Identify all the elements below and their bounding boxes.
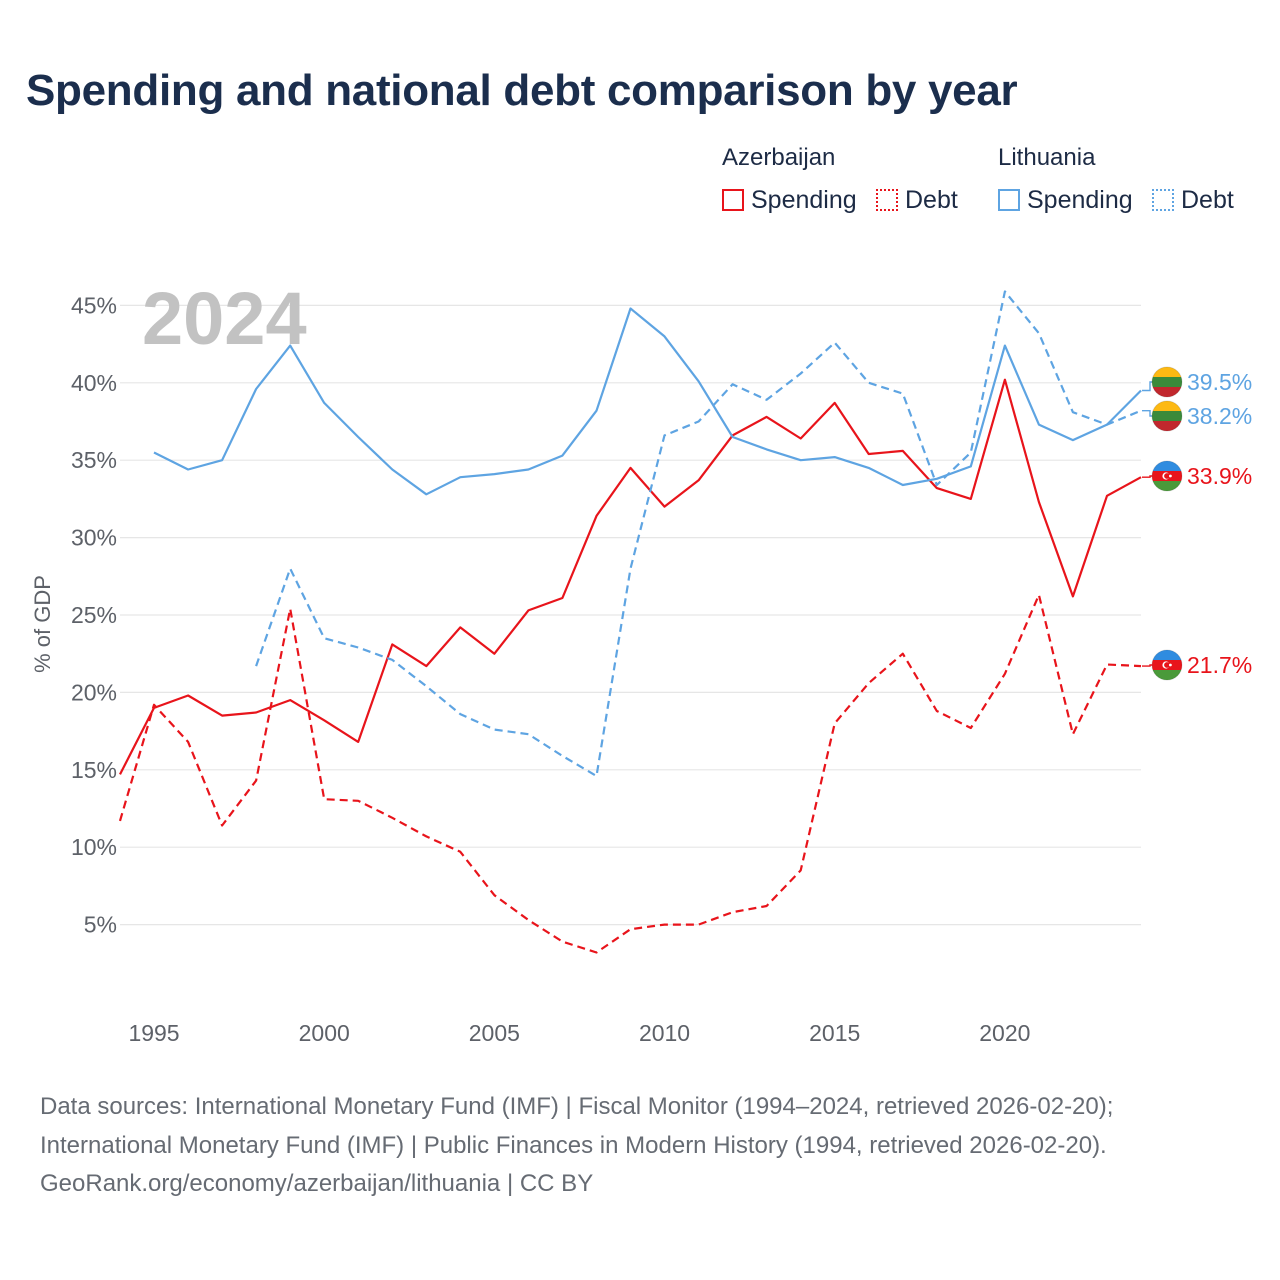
lithuania-flag-icon <box>1152 401 1182 431</box>
end-labels: 33.9% 21.7% 39.5% 38.2% <box>1142 366 1252 681</box>
end-value-label: 39.5% <box>1187 369 1252 395</box>
series-line-lithuania-debt[interactable] <box>255 290 1142 778</box>
data-sources: Data sources: International Monetary Fun… <box>40 1088 1260 1204</box>
legend-lithuania-spending[interactable]: Spending <box>998 184 1133 216</box>
y-tick-label: 35% <box>71 447 117 473</box>
legend-label: Debt <box>905 185 958 214</box>
y-tick-label: 15% <box>71 757 117 783</box>
x-tick-label: 2005 <box>469 1020 520 1046</box>
y-tick-label: 40% <box>71 370 117 396</box>
series-line-lithuania-spending[interactable] <box>153 307 1142 496</box>
end-label-connector <box>1142 664 1152 667</box>
legend-lithuania-debt[interactable]: Debt <box>1152 184 1234 216</box>
end-value-label: 38.2% <box>1187 403 1252 429</box>
azerbaijan-flag-icon <box>1152 650 1182 680</box>
end-label-connector <box>1142 410 1152 417</box>
x-axis: 1995 2000 2005 2010 2015 2020 <box>128 1020 1030 1046</box>
source-line: GeoRank.org/economy/azerbaijan/lithuania… <box>40 1170 594 1197</box>
series-line-azerbaijan-debt[interactable] <box>118 593 1142 954</box>
series-line-azerbaijan-spending[interactable] <box>119 378 1142 775</box>
source-line: Data sources: International Monetary Fun… <box>40 1093 1114 1120</box>
dotted-line-swatch-icon <box>876 189 898 211</box>
y-tick-label: 25% <box>71 602 117 628</box>
x-tick-label: 2010 <box>639 1020 690 1046</box>
legend-label: Debt <box>1181 185 1234 214</box>
end-label-connector <box>1142 381 1152 392</box>
x-tick-label: 2015 <box>809 1020 860 1046</box>
end-value-label: 21.7% <box>1187 652 1252 678</box>
y-tick-label: 45% <box>71 292 117 318</box>
series-lines <box>118 290 1142 954</box>
end-label-connector <box>1142 475 1152 478</box>
y-axis: 5% 10% 15% 20% 25% 30% 35% 40% 45% <box>71 292 117 937</box>
year-overlay: 2024 <box>142 277 307 360</box>
y-tick-label: 10% <box>71 834 117 860</box>
chart-title: Spending and national debt comparison by… <box>26 66 1018 115</box>
x-tick-label: 2020 <box>979 1020 1030 1046</box>
legend-group-azerbaijan: Azerbaijan <box>722 144 836 171</box>
x-tick-label: 2000 <box>299 1020 350 1046</box>
line-chart: 2024 5% 10% 15% 20% 25% 30% 35% 40% 45% 1995 2000… <box>30 277 1252 1046</box>
x-tick-label: 1995 <box>128 1020 179 1046</box>
end-value-label: 33.9% <box>1187 463 1252 489</box>
legend-group-lithuania: Lithuania <box>998 144 1096 171</box>
y-axis-label: % of GDP <box>30 575 55 673</box>
lithuania-flag-icon <box>1152 367 1182 397</box>
legend-label: Spending <box>1027 185 1133 214</box>
y-tick-label: 30% <box>71 525 117 551</box>
y-tick-label: 5% <box>84 912 117 938</box>
legend-azerbaijan-debt[interactable]: Debt <box>876 184 958 216</box>
solid-line-swatch-icon <box>722 189 744 211</box>
azerbaijan-flag-icon <box>1152 461 1182 491</box>
dotted-line-swatch-icon <box>1152 189 1174 211</box>
source-line: International Monetary Fund (IMF) | Publ… <box>40 1131 1107 1159</box>
y-tick-label: 20% <box>71 679 117 705</box>
grid-lines <box>120 304 1141 926</box>
solid-line-swatch-icon <box>998 189 1020 211</box>
legend-label: Spending <box>751 185 857 214</box>
legend-azerbaijan-spending[interactable]: Spending <box>722 184 857 216</box>
